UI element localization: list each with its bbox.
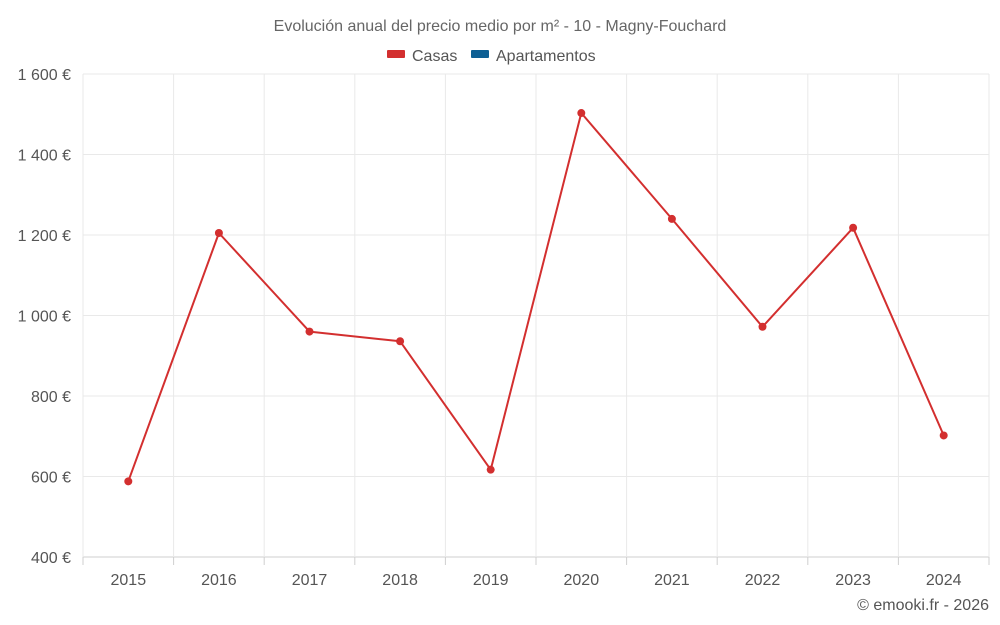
data-point-casas-2019[interactable] — [486, 465, 495, 474]
y-axis: 400 € 600 € 800 € 1 000 € 1 200 € 1 400 € 1 60… — [18, 67, 71, 567]
series-layer — [124, 109, 948, 486]
data-point-casas-2015[interactable] — [124, 477, 133, 486]
y-tick-label: 400 € — [31, 550, 71, 567]
x-tick-label: 2016 — [201, 572, 237, 589]
y-tick-label: 600 € — [31, 470, 71, 487]
y-tick-label: 1 200 € — [18, 228, 71, 245]
y-tick-label: 1 600 € — [18, 67, 71, 84]
legend: Casas Apartamentos — [387, 48, 596, 65]
x-tick-label: 2015 — [111, 572, 147, 589]
legend-label-casas: Casas — [412, 48, 457, 65]
credit-text: © emooki.fr - 2026 — [857, 597, 989, 614]
y-tick-label: 800 € — [31, 389, 71, 406]
data-point-casas-2016[interactable] — [214, 228, 223, 237]
series-line-casas — [127, 112, 945, 482]
legend-swatch-apartamentos — [471, 50, 489, 58]
data-point-casas-2024[interactable] — [939, 431, 948, 440]
data-point-casas-2021[interactable] — [667, 214, 676, 223]
data-point-casas-2018[interactable] — [396, 337, 405, 346]
data-point-casas-2022[interactable] — [758, 322, 767, 331]
x-tick-label: 2020 — [564, 572, 600, 589]
x-tick-label: 2019 — [473, 572, 509, 589]
x-axis: 2015 2016 2017 2018 2019 2020 2021 2022 2023 2024 — [82, 557, 990, 589]
chart-title: Evolución anual del precio medio por m² … — [274, 18, 727, 35]
x-tick-label: 2024 — [926, 572, 962, 589]
legend-swatch-casas — [387, 50, 405, 58]
y-tick-label: 1 400 € — [18, 148, 71, 165]
legend-item-casas[interactable]: Casas — [387, 48, 457, 65]
data-point-casas-2017[interactable] — [305, 327, 314, 336]
x-tick-label: 2022 — [745, 572, 781, 589]
data-point-casas-2023[interactable] — [849, 223, 858, 232]
x-tick-label: 2023 — [835, 572, 871, 589]
data-point-casas-2020[interactable] — [577, 109, 586, 118]
legend-item-apartamentos[interactable]: Apartamentos — [471, 48, 596, 65]
legend-label-apartamentos: Apartamentos — [496, 48, 596, 65]
x-tick-label: 2021 — [654, 572, 690, 589]
vertical-gridlines — [82, 74, 990, 557]
x-tick-label: 2018 — [382, 572, 418, 589]
x-tick-label: 2017 — [292, 572, 328, 589]
y-tick-label: 1 000 € — [18, 309, 71, 326]
